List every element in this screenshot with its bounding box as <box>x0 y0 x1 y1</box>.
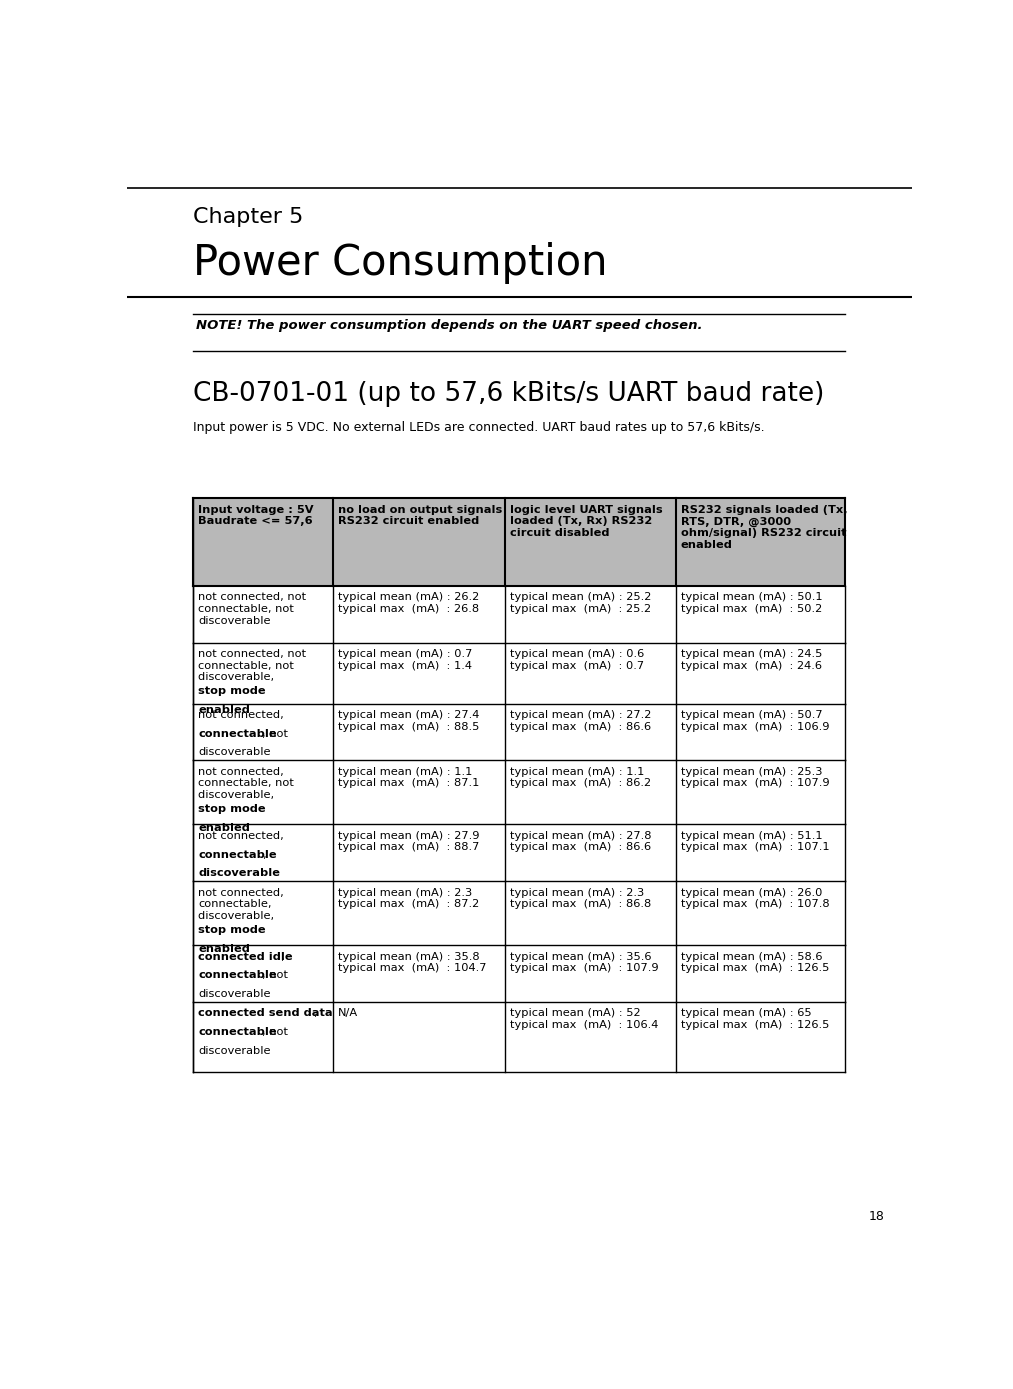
Text: 18: 18 <box>868 1210 884 1224</box>
Text: discoverable: discoverable <box>199 1046 270 1056</box>
Text: not connected,: not connected, <box>199 710 284 720</box>
Text: typical mean (mA) : 27.9
typical max  (mA)  : 88.7: typical mean (mA) : 27.9 typical max (mA… <box>338 831 480 853</box>
Text: discoverable: discoverable <box>199 747 270 757</box>
Text: , not: , not <box>262 729 289 739</box>
Text: not connected,
connectable,
discoverable,: not connected, connectable, discoverable… <box>199 888 284 921</box>
Text: enabled: enabled <box>199 822 250 833</box>
Text: typical mean (mA) : 1.1
typical max  (mA)  : 86.2: typical mean (mA) : 1.1 typical max (mA)… <box>510 767 650 789</box>
Text: not connected,
connectable, not
discoverable,: not connected, connectable, not discover… <box>199 767 294 800</box>
Text: typical mean (mA) : 26.2
typical max  (mA)  : 26.8: typical mean (mA) : 26.2 typical max (mA… <box>338 592 479 614</box>
Text: typical mean (mA) : 35.6
typical max  (mA)  : 107.9: typical mean (mA) : 35.6 typical max (mA… <box>510 951 658 974</box>
Text: typical mean (mA) : 50.7
typical max  (mA)  : 106.9: typical mean (mA) : 50.7 typical max (mA… <box>681 710 830 732</box>
Text: typical mean (mA) : 35.8
typical max  (mA)  : 104.7: typical mean (mA) : 35.8 typical max (mA… <box>338 951 486 974</box>
Text: not connected,: not connected, <box>199 831 284 840</box>
Text: logic level UART signals
loaded (Tx, Rx) RS232
circuit disabled: logic level UART signals loaded (Tx, Rx)… <box>510 504 663 538</box>
Text: stop mode: stop mode <box>199 925 265 935</box>
Text: typical mean (mA) : 25.3
typical max  (mA)  : 107.9: typical mean (mA) : 25.3 typical max (mA… <box>681 767 830 789</box>
Text: Input power is 5 VDC. No external LEDs are connected. UART baud rates up to 57,6: Input power is 5 VDC. No external LEDs a… <box>193 421 765 435</box>
Text: no load on output signals
RS232 circuit enabled: no load on output signals RS232 circuit … <box>338 504 502 526</box>
Text: ,: , <box>262 850 266 860</box>
Text: typical mean (mA) : 58.6
typical max  (mA)  : 126.5: typical mean (mA) : 58.6 typical max (mA… <box>681 951 830 974</box>
Text: not connected, not
connectable, not
discoverable,: not connected, not connectable, not disc… <box>199 649 306 682</box>
Text: connectable: connectable <box>199 850 277 860</box>
Text: stop mode: stop mode <box>199 686 265 696</box>
Text: connectable: connectable <box>199 971 277 981</box>
Text: typical mean (mA) : 0.7
typical max  (mA)  : 1.4: typical mean (mA) : 0.7 typical max (mA)… <box>338 649 472 671</box>
Text: typical mean (mA) : 26.0
typical max  (mA)  : 107.8: typical mean (mA) : 26.0 typical max (mA… <box>681 888 830 910</box>
Text: discoverable: discoverable <box>199 868 280 878</box>
Text: not connected, not
connectable, not
discoverable: not connected, not connectable, not disc… <box>199 592 306 625</box>
Text: Chapter 5: Chapter 5 <box>193 207 304 228</box>
Text: typical mean (mA) : 2.3
typical max  (mA)  : 87.2: typical mean (mA) : 2.3 typical max (mA)… <box>338 888 479 910</box>
Bar <box>193 499 845 586</box>
Text: enabled: enabled <box>199 706 250 715</box>
Text: ,: , <box>313 1008 316 1018</box>
Text: typical mean (mA) : 27.8
typical max  (mA)  : 86.6: typical mean (mA) : 27.8 typical max (mA… <box>510 831 651 853</box>
Text: connected send data: connected send data <box>199 1008 332 1018</box>
Text: typical mean (mA) : 24.5
typical max  (mA)  : 24.6: typical mean (mA) : 24.5 typical max (mA… <box>681 649 823 671</box>
Text: typical mean (mA) : 52
typical max  (mA)  : 106.4: typical mean (mA) : 52 typical max (mA) … <box>510 1008 657 1031</box>
Text: enabled: enabled <box>199 943 250 954</box>
Text: typical mean (mA) : 1.1
typical max  (mA)  : 87.1: typical mean (mA) : 1.1 typical max (mA)… <box>338 767 479 789</box>
Text: connected idle: connected idle <box>199 951 293 961</box>
Text: CB-0701-01 (up to 57,6 kBits/s UART baud rate): CB-0701-01 (up to 57,6 kBits/s UART baud… <box>193 381 825 407</box>
Text: , not: , not <box>262 1026 289 1038</box>
Text: discoverable: discoverable <box>199 989 270 999</box>
Text: connectable: connectable <box>199 729 277 739</box>
Text: typical mean (mA) : 0.6
typical max  (mA)  : 0.7: typical mean (mA) : 0.6 typical max (mA)… <box>510 649 644 671</box>
Text: Input voltage : 5V
Baudrate <= 57,6: Input voltage : 5V Baudrate <= 57,6 <box>199 504 314 526</box>
Text: RS232 signals loaded (Tx,
RTS, DTR, @3000
ohm/signal) RS232 circuit
enabled: RS232 signals loaded (Tx, RTS, DTR, @300… <box>681 504 848 550</box>
Text: stop mode: stop mode <box>199 804 265 814</box>
Text: typical mean (mA) : 2.3
typical max  (mA)  : 86.8: typical mean (mA) : 2.3 typical max (mA)… <box>510 888 650 910</box>
Text: typical mean (mA) : 65
typical max  (mA)  : 126.5: typical mean (mA) : 65 typical max (mA) … <box>681 1008 830 1031</box>
Text: connectable: connectable <box>199 1026 277 1038</box>
Text: typical mean (mA) : 50.1
typical max  (mA)  : 50.2: typical mean (mA) : 50.1 typical max (mA… <box>681 592 823 614</box>
Text: typical mean (mA) : 27.4
typical max  (mA)  : 88.5: typical mean (mA) : 27.4 typical max (mA… <box>338 710 479 732</box>
Text: , not: , not <box>262 971 289 981</box>
Text: ,: , <box>280 951 284 961</box>
Text: Power Consumption: Power Consumption <box>193 242 608 283</box>
Text: typical mean (mA) : 51.1
typical max  (mA)  : 107.1: typical mean (mA) : 51.1 typical max (mA… <box>681 831 830 853</box>
Text: typical mean (mA) : 27.2
typical max  (mA)  : 86.6: typical mean (mA) : 27.2 typical max (mA… <box>510 710 651 732</box>
Text: typical mean (mA) : 25.2
typical max  (mA)  : 25.2: typical mean (mA) : 25.2 typical max (mA… <box>510 592 651 614</box>
Text: NOTE! The power consumption depends on the UART speed chosen.: NOTE! The power consumption depends on t… <box>196 318 702 332</box>
Text: N/A: N/A <box>338 1008 359 1018</box>
